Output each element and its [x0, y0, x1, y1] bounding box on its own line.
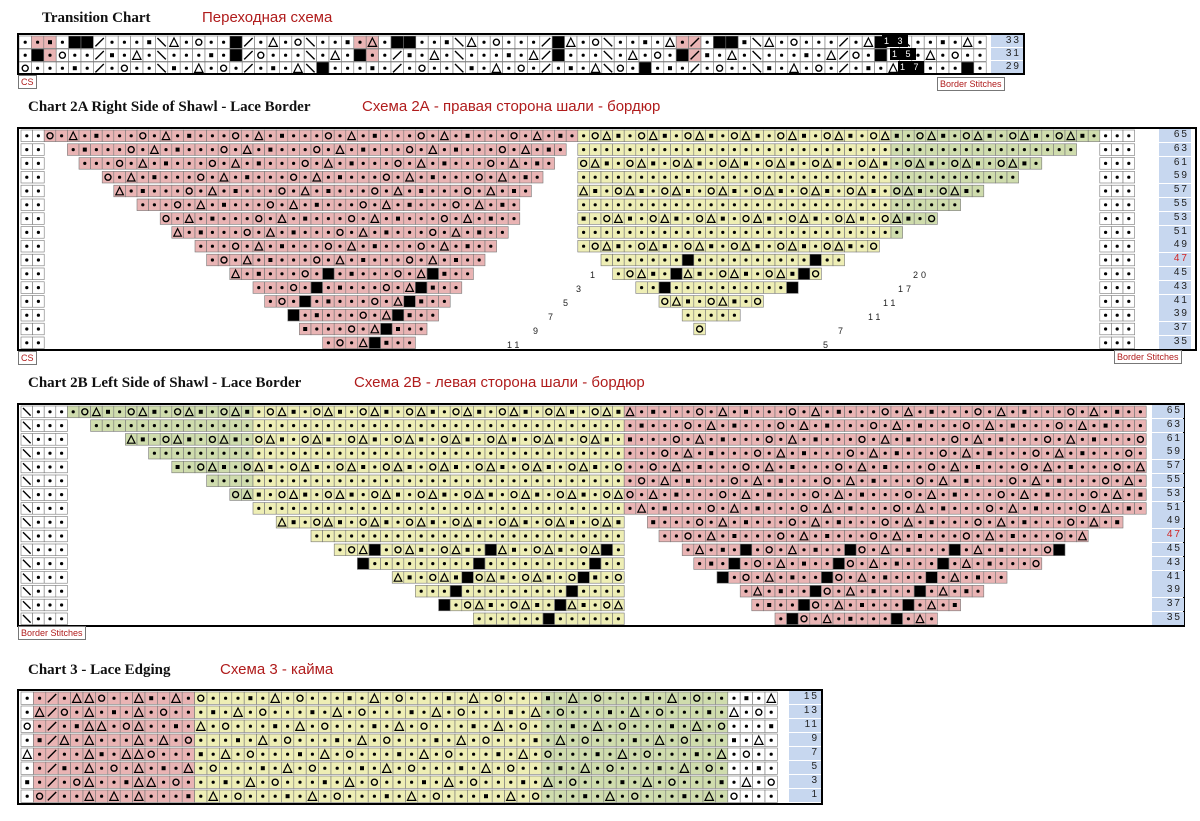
transition-row-number: 33 [991, 35, 1023, 47]
chart2a-row-number: 53 [1159, 211, 1191, 225]
chart2a-row-number: 59 [1159, 170, 1191, 184]
chart2b-row-number: 57 [1152, 460, 1184, 474]
chart2a-wedge-number: 5 [563, 298, 572, 308]
chart2a-grid [20, 129, 1135, 349]
chart2b-frame [17, 403, 1185, 627]
chart2b-row-number: 37 [1152, 598, 1184, 612]
chart2b-row-number: 61 [1152, 432, 1184, 446]
chart2b-row-number: 65 [1152, 405, 1184, 418]
chart3-title-ru: Схема 3 - кайма [220, 661, 334, 678]
chart2a-title: Chart 2A Right Side of Shawl - Lace Bord… [28, 99, 311, 115]
chart2b-row-number: 51 [1152, 501, 1184, 515]
chart3-row-number: 11 [789, 719, 821, 732]
chart2a-row-number: 63 [1159, 142, 1191, 156]
chart2a-row-number: 45 [1159, 267, 1191, 280]
chart2a-row-number: 55 [1159, 198, 1191, 211]
chart2a-row-number: 35 [1159, 336, 1191, 349]
chart2a-wedge-number: 3 [576, 284, 585, 294]
chart2b-border-stitches-label: Border Stitches [18, 626, 86, 640]
transition-side-number: 1 3 [882, 35, 908, 47]
chart2a-row-number: 37 [1159, 322, 1191, 336]
chart3-row-number: 13 [789, 705, 821, 718]
chart2b-row-number: 45 [1152, 543, 1184, 556]
transition-side-number: 1 7 [898, 61, 924, 73]
chart2b-row-number: 39 [1152, 584, 1184, 598]
chart3-title: Chart 3 - Lace Edging [28, 662, 171, 678]
chart2b-row-number: 49 [1152, 515, 1184, 529]
chart2a-row-number: 57 [1159, 184, 1191, 198]
chart2b-row-number: 55 [1152, 474, 1184, 487]
transition-title: Transition Chart [42, 10, 151, 26]
chart2b-row-number: 63 [1152, 418, 1184, 432]
chart2a-wedge-number: 20 [913, 270, 930, 280]
transition-chart-frame [17, 33, 1025, 75]
chart2a-row-number: 47 [1159, 253, 1191, 267]
chart3-row-number: 15 [789, 691, 821, 704]
chart2b-title: Chart 2B Left Side of Shawl - Lace Borde… [28, 375, 302, 391]
chart2a-row-number: 39 [1159, 308, 1191, 322]
chart2b-row-number: 53 [1152, 487, 1184, 501]
chart2b-row-number: 59 [1152, 446, 1184, 460]
chart2b-row-number: 43 [1152, 556, 1184, 570]
chart2b-title-ru: Схема 2В - левая сторона шали - бордюр [354, 374, 645, 391]
chart2a-wedge-number: 7 [548, 312, 557, 322]
chart3-frame [17, 689, 823, 805]
chart2a-title-ru: Схема 2А - правая сторона шали - бордюр [362, 98, 661, 115]
transition-cs-label: CS [18, 75, 37, 89]
chart2a-wedge-number: 5 [823, 340, 832, 350]
chart2a-wedge-number: 17 [898, 284, 915, 294]
chart2a-wedge-number: 11 [883, 298, 899, 308]
chart2a-wedge-number: 1 [590, 270, 599, 280]
chart2a-wedge-number: 11 [868, 312, 884, 322]
transition-chart-grid [19, 35, 987, 73]
transition-side-number: 1 5 [890, 48, 916, 60]
chart2a-border-stitches-label: Border Stitches [1114, 350, 1182, 364]
chart2a-cs-label: CS [18, 351, 37, 365]
chart3-grid [20, 691, 778, 803]
chart2a-wedge-number: 7 [838, 326, 847, 336]
chart3-row-number: 7 [789, 747, 821, 760]
chart3-row-number: 3 [789, 775, 821, 788]
transition-row-number: 31 [991, 48, 1023, 60]
chart2b-row-number: 41 [1152, 570, 1184, 584]
chart3-row-number: 9 [789, 733, 821, 746]
chart2a-row-number: 43 [1159, 280, 1191, 294]
chart2b-grid [20, 405, 1147, 625]
chart2a-row-number: 49 [1159, 239, 1191, 253]
chart2a-wedge-number: 11 [507, 340, 523, 350]
transition-border-stitches-label: Border Stitches [937, 77, 1005, 91]
transition-row-number: 29 [991, 61, 1023, 73]
chart2a-row-number: 51 [1159, 225, 1191, 239]
chart2b-row-number: 47 [1152, 529, 1184, 543]
chart2a-frame [17, 127, 1197, 351]
chart3-row-number: 1 [789, 789, 821, 802]
chart3-row-number: 5 [789, 761, 821, 774]
chart2a-row-number: 61 [1159, 156, 1191, 170]
transition-title-ru: Переходная схема [202, 9, 333, 26]
chart2a-wedge-number: 9 [533, 326, 542, 336]
chart2a-row-number: 41 [1159, 294, 1191, 308]
chart2a-row-number: 65 [1159, 129, 1191, 142]
chart2b-row-number: 35 [1152, 612, 1184, 625]
